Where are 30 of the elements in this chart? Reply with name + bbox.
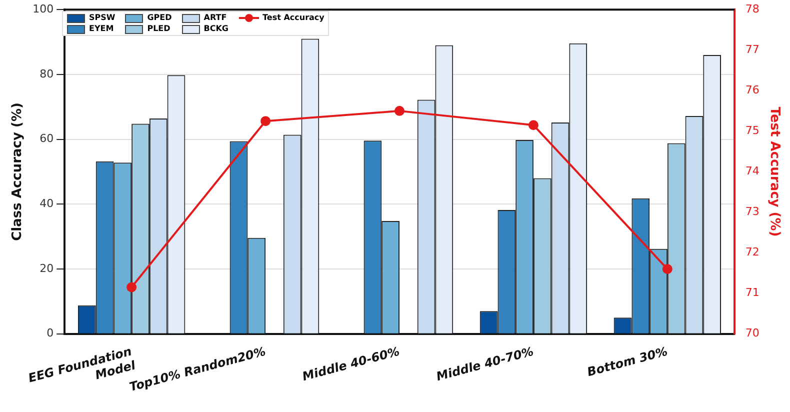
y2-tick-label: 72: [745, 246, 760, 259]
y2-tick-label: 71: [745, 286, 760, 300]
y-tick-label: 0: [46, 326, 54, 340]
y-tick-label: 100: [32, 2, 54, 16]
y2-tick-label: 73: [745, 205, 760, 218]
legend-label: GPED: [147, 13, 172, 23]
point: [126, 282, 137, 292]
y-tick-label: 40: [40, 197, 54, 210]
legend-label: BCKG: [204, 24, 228, 34]
y2-tick-label: 70: [745, 326, 760, 340]
point: [260, 116, 271, 126]
legend-label: EYEM: [89, 24, 114, 34]
y-tick-label: 80: [40, 67, 54, 80]
y-axis-title: Class Accuracy (%): [10, 102, 26, 241]
point: [528, 120, 538, 130]
point: [394, 106, 404, 116]
legend-label: SPSW: [89, 13, 116, 23]
y2-axis-title: Test Accuracy (%): [766, 106, 782, 237]
y2-tick-label: 77: [745, 42, 760, 56]
y2-tick-label: 78: [745, 2, 760, 16]
legend-label: Test Accuracy: [262, 13, 324, 23]
y2-tick-label: 76: [745, 84, 760, 97]
point: [662, 264, 672, 274]
y-tick-label: 60: [40, 132, 54, 146]
y2-tick-label: 75: [745, 124, 760, 138]
legend-label: ARTF: [204, 13, 227, 23]
y2-tick-label: 74: [745, 164, 760, 178]
y-tick-label: 20: [40, 262, 54, 275]
legend-label: PLED: [147, 24, 170, 34]
x-tick-label: Bottom 30%: [586, 344, 670, 380]
